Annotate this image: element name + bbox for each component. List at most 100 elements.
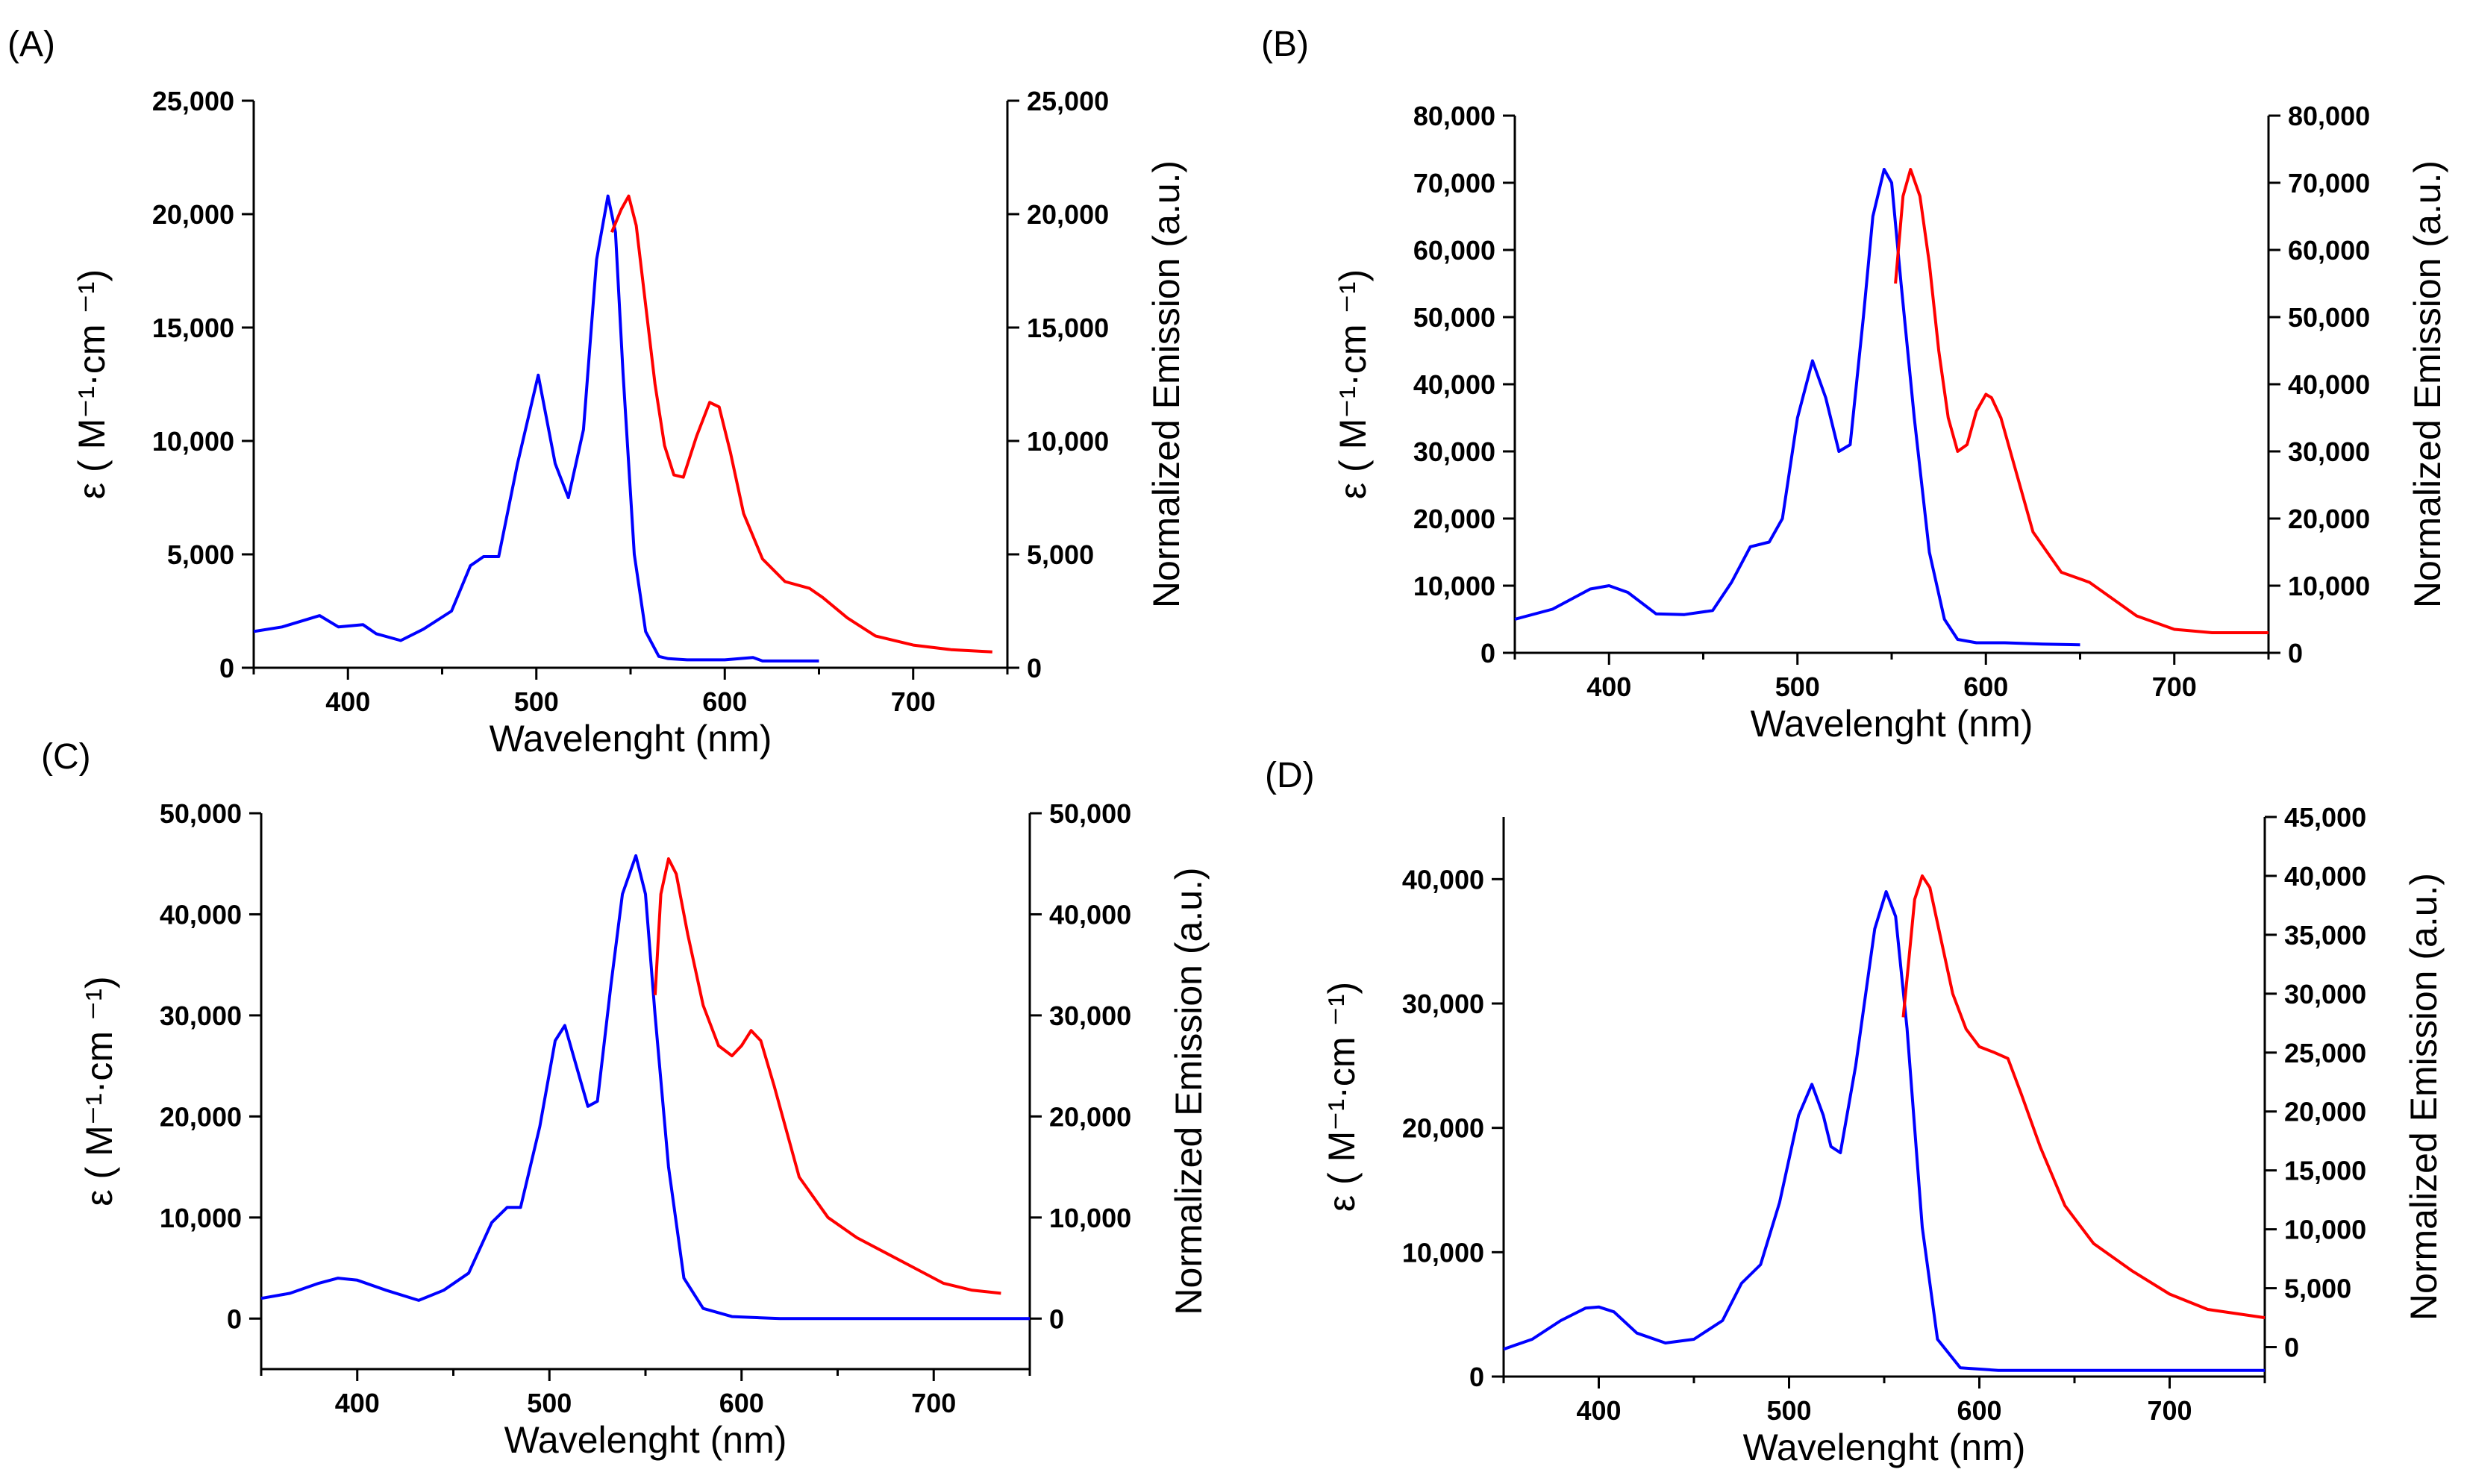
x-tick-label: 700 <box>2152 671 2197 702</box>
x-tick-label: 600 <box>1957 1395 2001 1426</box>
y-axis-right-title: Normalized Emission (a.u.) <box>1168 867 1210 1315</box>
y-right-tick-label: 20,000 <box>2284 1097 2366 1127</box>
y-right-tick-label: 10,000 <box>2288 571 2370 601</box>
y-left-tick-label: 5,000 <box>167 539 234 570</box>
y-right-tick-label: 0 <box>2284 1333 2299 1363</box>
x-tick-label: 600 <box>702 686 747 717</box>
y-left-tick-label: 30,000 <box>1402 989 1484 1019</box>
panel-b: (B) 400 500 600 700 0 10,000 20,000 30,000 40,000… <box>1261 25 2448 745</box>
y-axis-right-title: Normalized Emission (a.u.) <box>1145 160 1187 608</box>
y-left-tick-label: 20,000 <box>160 1101 242 1132</box>
y-right-tick-label: 50,000 <box>1049 798 1131 829</box>
x-tick-label: 500 <box>514 686 559 717</box>
panel-label: (D) <box>1265 756 1315 795</box>
y-right-tick-label: 10,000 <box>1027 426 1109 457</box>
x-tick-label: 700 <box>891 686 936 717</box>
y-right-tick-label: 25,000 <box>2284 1038 2366 1068</box>
panel-label: (B) <box>1261 25 1309 64</box>
y-right-tick-label: 80,000 <box>2288 101 2370 131</box>
y-left-tick-label: 0 <box>1469 1362 1484 1392</box>
y-axis-right-title: Normalized Emission (a.u.) <box>2403 873 2445 1321</box>
absorption-series-line <box>1514 168 2080 647</box>
y-left-tick-label: 15,000 <box>152 313 234 343</box>
panel-label: (A) <box>7 25 55 64</box>
y-right-tick-label: 5,000 <box>1027 539 1094 570</box>
y-right-tick-label: 40,000 <box>2288 369 2370 400</box>
y-right-tick-label: 5,000 <box>2284 1274 2351 1304</box>
absorption-series-line <box>253 194 819 663</box>
x-axis-title: Wavelenght (nm) <box>1743 1427 2026 1468</box>
y-left-tick-label: 40,000 <box>160 899 242 930</box>
x-tick-label: 400 <box>335 1388 380 1418</box>
y-right-tick-label: 40,000 <box>1049 899 1131 930</box>
y-left-tick-label: 0 <box>219 653 234 683</box>
x-axis-title: Wavelenght (nm) <box>504 1419 787 1461</box>
y-right-tick-label: 0 <box>1049 1303 1064 1334</box>
y-left-tick-label: 50,000 <box>1413 302 1495 333</box>
y-right-tick-label: 30,000 <box>1049 1001 1131 1031</box>
panel-c: (C) 400 500 600 700 0 10,000 20,000 30,000 40,000… <box>41 737 1210 1461</box>
y-right-tick-label: 15,000 <box>2284 1156 2366 1186</box>
y-left-tick-label: 10,000 <box>160 1203 242 1233</box>
emission-series-line <box>610 194 992 654</box>
emission-series-line <box>1894 168 2269 634</box>
y-left-tick-label: 40,000 <box>1413 369 1495 400</box>
y-left-tick-label: 60,000 <box>1413 235 1495 266</box>
y-left-tick-label: 30,000 <box>160 1001 242 1031</box>
y-right-tick-label: 15,000 <box>1027 313 1109 343</box>
x-tick-label: 600 <box>1963 671 2008 702</box>
y-left-tick-label: 10,000 <box>1402 1237 1484 1268</box>
x-tick-label: 600 <box>719 1388 764 1418</box>
y-right-tick-label: 25,000 <box>1027 86 1109 116</box>
y-right-tick-label: 30,000 <box>2288 436 2370 467</box>
emission-series-line <box>1901 874 2266 1320</box>
y-right-tick-label: 40,000 <box>2284 861 2366 892</box>
panel-a: (A) 400 500 600 700 0 5,000 10,000 15,000 20,000 2… <box>7 25 1187 760</box>
x-tick-label: 400 <box>325 686 370 717</box>
y-axis-right-title: Normalized Emission (a.u.) <box>2407 160 2448 608</box>
y-right-tick-label: 10,000 <box>1049 1203 1131 1233</box>
panel-label: (C) <box>41 737 91 777</box>
y-left-tick-label: 25,000 <box>152 86 234 116</box>
absorption-series-line <box>260 854 1030 1321</box>
panel-d: (D) 400 500 600 700 0 10,000 20,000 30,000 40,000… <box>1265 756 2445 1468</box>
absorption-series-line <box>1503 890 2265 1372</box>
y-right-tick-label: 20,000 <box>2288 504 2370 534</box>
y-axis-left-title: ε ( M⁻¹·cm ⁻¹) <box>1321 982 1363 1212</box>
y-right-tick-label: 60,000 <box>2288 235 2370 266</box>
y-right-tick-label: 0 <box>2288 638 2303 669</box>
y-axis-left-title: ε ( M⁻¹·cm ⁻¹) <box>71 269 113 499</box>
y-left-tick-label: 40,000 <box>1402 864 1484 895</box>
y-left-tick-label: 30,000 <box>1413 436 1495 467</box>
y-left-tick-label: 0 <box>227 1303 242 1334</box>
x-tick-label: 500 <box>527 1388 572 1418</box>
y-left-tick-label: 80,000 <box>1413 101 1495 131</box>
x-tick-label: 400 <box>1586 671 1631 702</box>
y-left-tick-label: 10,000 <box>152 426 234 457</box>
y-left-tick-label: 50,000 <box>160 798 242 829</box>
x-tick-label: 700 <box>911 1388 956 1418</box>
x-tick-label: 700 <box>2147 1395 2192 1426</box>
x-tick-label: 500 <box>1766 1395 1811 1426</box>
y-left-tick-label: 70,000 <box>1413 168 1495 198</box>
y-right-tick-label: 10,000 <box>2284 1215 2366 1245</box>
y-right-tick-label: 45,000 <box>2284 802 2366 833</box>
x-tick-label: 400 <box>1576 1395 1621 1426</box>
y-left-tick-label: 0 <box>1480 638 1495 669</box>
x-tick-label: 500 <box>1775 671 1820 702</box>
x-axis-title: Wavelenght (nm) <box>490 718 772 760</box>
y-left-tick-label: 20,000 <box>1413 504 1495 534</box>
y-right-tick-label: 50,000 <box>2288 302 2370 333</box>
y-right-tick-label: 0 <box>1027 653 1042 683</box>
y-right-tick-label: 30,000 <box>2284 979 2366 1009</box>
x-axis-title: Wavelenght (nm) <box>1751 703 2033 745</box>
y-axis-left-title: ε ( M⁻¹·cm ⁻¹) <box>78 976 120 1206</box>
y-left-tick-label: 10,000 <box>1413 571 1495 601</box>
y-axis-left-title: ε ( M⁻¹·cm ⁻¹) <box>1332 269 1374 499</box>
emission-series-line <box>653 857 1001 1295</box>
y-right-tick-label: 20,000 <box>1049 1101 1131 1132</box>
y-left-tick-label: 20,000 <box>152 199 234 230</box>
y-left-tick-label: 20,000 <box>1402 1113 1484 1144</box>
y-right-tick-label: 70,000 <box>2288 168 2370 198</box>
